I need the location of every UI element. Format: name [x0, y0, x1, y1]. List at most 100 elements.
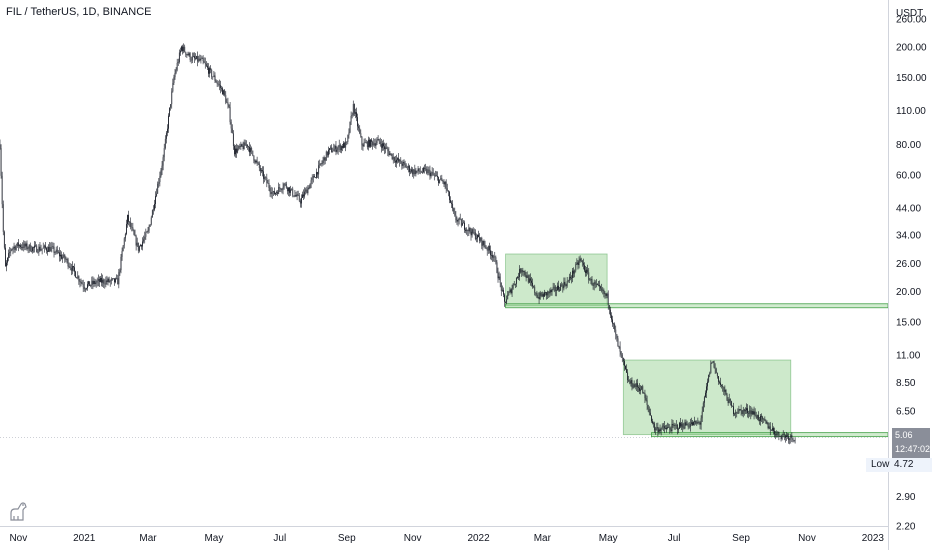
candle-body — [77, 276, 79, 279]
time-tick-label: Mar — [534, 533, 552, 544]
candle-body — [180, 50, 181, 53]
candle-body — [625, 365, 626, 370]
candle-body — [757, 415, 759, 420]
candle-body — [405, 164, 407, 169]
candle-body — [690, 422, 692, 424]
price-axis-ticks[interactable]: 260.00 200.00 150.00 110.00 80.00 60.00 44.00 3… — [896, 15, 927, 533]
candle-body — [204, 62, 206, 65]
candle-body — [585, 270, 586, 274]
low-label: Low — [871, 459, 890, 470]
candle-body — [241, 144, 243, 147]
candle-body — [595, 283, 597, 285]
candle-body — [364, 142, 366, 144]
candle-body — [402, 161, 404, 166]
candle-body — [479, 237, 481, 241]
candle-body — [231, 128, 233, 134]
candle-body — [492, 255, 494, 258]
candle-body — [598, 284, 599, 286]
candle-body — [93, 280, 95, 285]
price-tick-label: 110.00 — [896, 106, 926, 117]
candle-body — [223, 90, 225, 95]
candle-body — [359, 128, 361, 134]
candle-body — [571, 277, 572, 279]
candle-body — [282, 187, 284, 190]
candle-body — [586, 269, 587, 274]
price-tick-label: 200.00 — [896, 43, 927, 54]
candle-body — [147, 230, 149, 232]
price-tick-label: 6.50 — [896, 406, 916, 417]
candle-body — [150, 217, 152, 225]
candle-body — [36, 245, 38, 253]
candle-body — [84, 288, 86, 290]
candle-body — [158, 182, 160, 184]
candle-body — [632, 387, 634, 388]
candle-body — [444, 181, 446, 185]
candle-body — [569, 276, 571, 279]
candle-body — [118, 272, 120, 285]
candle-body — [187, 54, 189, 56]
time-tick-label: Sep — [732, 533, 750, 544]
candle-body — [43, 245, 45, 248]
candle-body — [141, 245, 142, 247]
candle-body — [491, 255, 492, 256]
candle-body — [761, 415, 763, 417]
candle-body — [512, 284, 514, 289]
candle-body — [323, 157, 325, 161]
candle-body — [578, 260, 580, 266]
time-axis-ticks[interactable]: Nov 2021 Mar May Jul Sep Nov 2022 Mar May Jul Sep No… — [9, 533, 884, 544]
candle-body — [604, 293, 606, 295]
candle-body — [10, 249, 12, 252]
candle-body — [679, 422, 680, 429]
candle-body — [522, 270, 524, 273]
candle-body — [184, 46, 186, 52]
candle-body — [657, 427, 659, 433]
candle-body — [339, 144, 341, 151]
candle-body — [614, 323, 616, 330]
candle-body — [454, 211, 456, 216]
candle-body — [551, 289, 553, 293]
candle-body — [83, 286, 85, 289]
candle-body — [739, 409, 741, 410]
candle-body — [211, 69, 213, 77]
candle-body — [267, 183, 269, 184]
candle-body — [192, 56, 194, 57]
candle-body — [169, 107, 171, 116]
candle-body — [775, 434, 777, 436]
candle-body — [337, 147, 339, 150]
candle-body — [535, 292, 537, 295]
candle-body — [237, 148, 239, 153]
time-tick-label: 2023 — [862, 533, 885, 544]
symbol-title[interactable]: FIL / TetherUS, 1D, BINANCE — [6, 6, 152, 18]
candle-body — [295, 195, 297, 197]
candle-body — [726, 394, 728, 401]
candle-body — [733, 406, 734, 415]
time-tick-label: Jul — [668, 533, 681, 544]
candle-body — [701, 411, 703, 419]
candle-body — [639, 388, 640, 391]
candle-body — [21, 247, 23, 248]
candle-body — [310, 180, 312, 184]
candle-body — [592, 285, 594, 286]
candle-body — [463, 222, 464, 224]
candle-body — [246, 144, 248, 147]
candle-body — [762, 416, 764, 420]
candle-body — [461, 223, 463, 226]
candle-body — [322, 160, 324, 164]
candle-body — [767, 422, 769, 429]
candle-body — [393, 156, 395, 161]
candle-body — [440, 178, 442, 180]
candle-body — [195, 58, 196, 59]
candle-body — [560, 284, 562, 291]
candle-body — [548, 291, 550, 294]
candle-body — [284, 183, 286, 185]
support-level-line — [505, 303, 889, 309]
candle-body — [163, 148, 165, 158]
candle-body — [309, 183, 311, 189]
candle-body — [47, 250, 48, 252]
candle-body — [541, 294, 543, 296]
tradingview-dino-icon[interactable] — [8, 500, 30, 522]
candle-body — [67, 259, 69, 267]
candle-body — [87, 284, 88, 289]
